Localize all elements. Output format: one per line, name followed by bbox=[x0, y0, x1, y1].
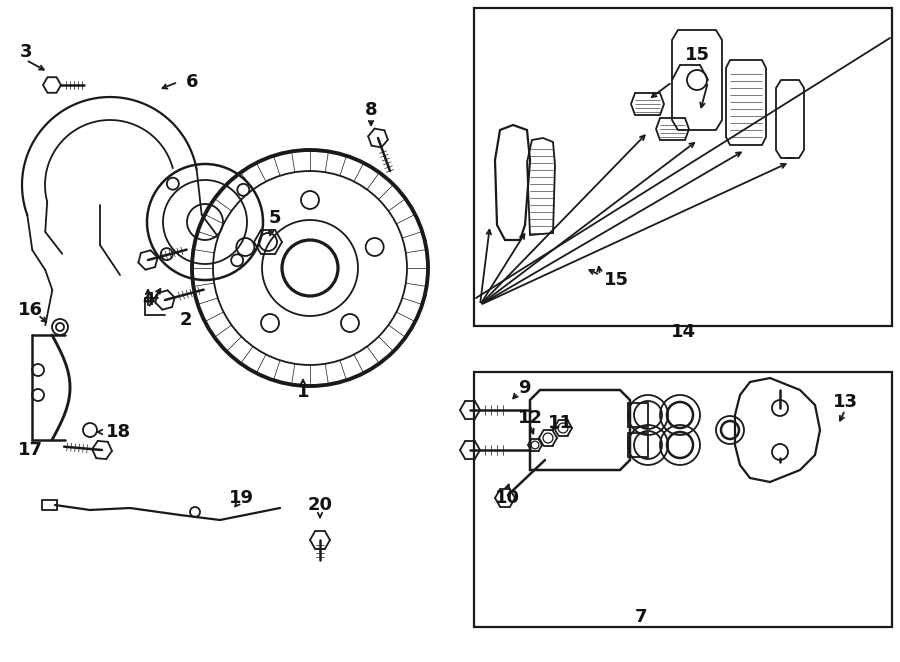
Text: 20: 20 bbox=[308, 496, 332, 514]
Text: 10: 10 bbox=[494, 489, 519, 507]
Text: 5: 5 bbox=[269, 209, 282, 227]
Text: 17: 17 bbox=[17, 441, 42, 459]
Bar bbox=[474, 372, 892, 627]
Bar bbox=[474, 8, 892, 326]
Text: 9: 9 bbox=[518, 379, 530, 397]
Bar bbox=[42, 500, 57, 510]
Text: 3: 3 bbox=[20, 43, 32, 61]
Text: 14: 14 bbox=[670, 323, 696, 341]
Text: 15: 15 bbox=[604, 271, 628, 289]
Text: 4: 4 bbox=[142, 291, 154, 309]
Text: 12: 12 bbox=[518, 409, 543, 427]
Text: 11: 11 bbox=[547, 414, 572, 432]
Bar bbox=[628, 433, 648, 457]
Text: 1: 1 bbox=[297, 383, 310, 401]
Bar bbox=[628, 403, 648, 427]
Text: 15: 15 bbox=[685, 46, 709, 64]
Text: 2: 2 bbox=[180, 311, 193, 329]
Text: 13: 13 bbox=[832, 393, 858, 411]
Text: 19: 19 bbox=[229, 489, 254, 507]
Text: 16: 16 bbox=[17, 301, 42, 319]
Text: 18: 18 bbox=[105, 423, 130, 441]
Text: 6: 6 bbox=[185, 73, 198, 91]
Text: 8: 8 bbox=[364, 101, 377, 119]
Text: 7: 7 bbox=[634, 608, 647, 626]
